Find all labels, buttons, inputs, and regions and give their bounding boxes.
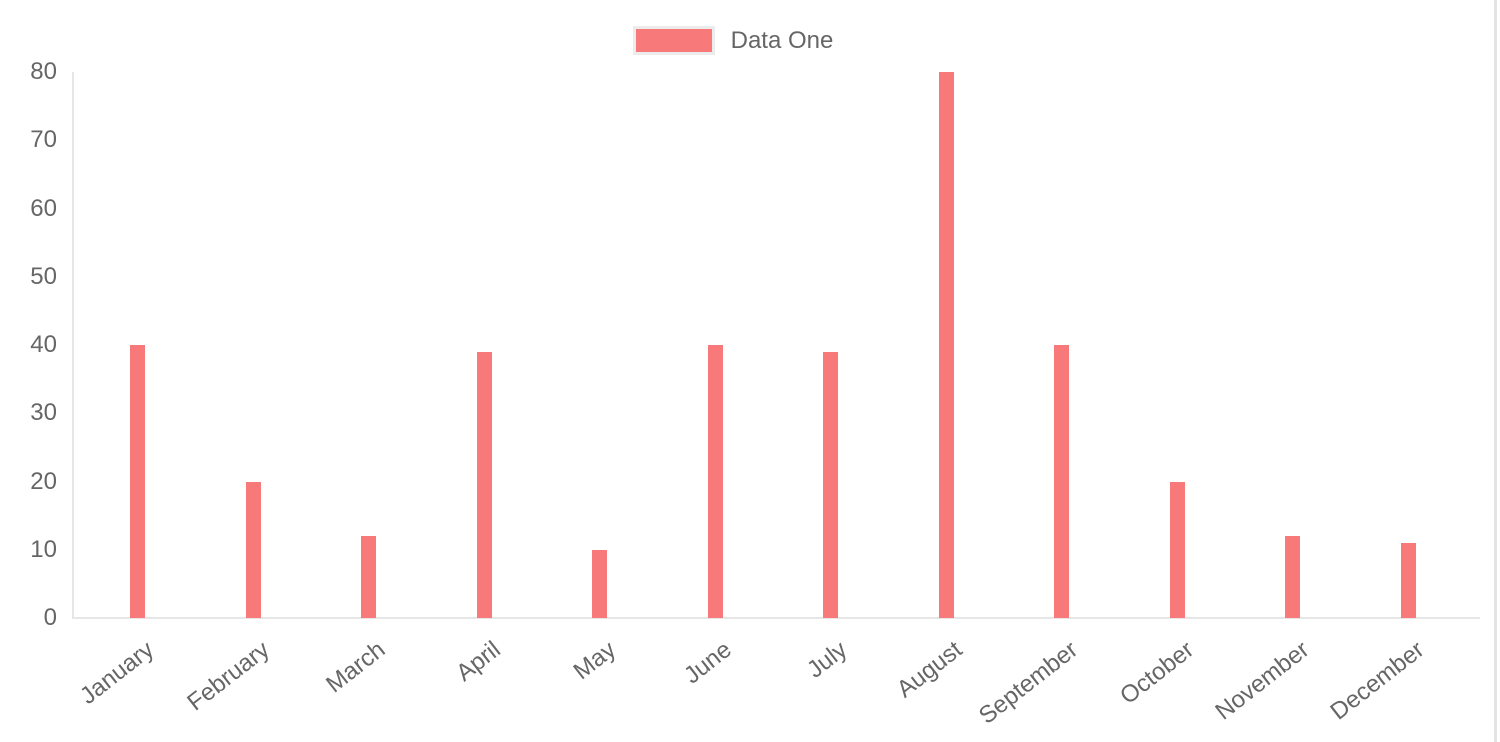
x-tick-label-august: August (892, 636, 968, 704)
x-tick-label-april: April (451, 636, 506, 687)
x-tick-label-february: February (182, 636, 275, 717)
bar-may[interactable] (592, 549, 607, 618)
y-tick-label-0: 0 (43, 604, 57, 631)
bar-november[interactable] (1285, 536, 1300, 618)
x-tick-label-september: September (973, 636, 1084, 730)
y-tick-label-50: 50 (30, 262, 57, 290)
y-tick-label-70: 70 (30, 126, 57, 154)
bar-march[interactable] (361, 536, 376, 618)
bar-december[interactable] (1400, 542, 1416, 618)
x-tick-label-july: July (801, 636, 853, 684)
y-tick-label-30: 30 (30, 399, 57, 427)
y-tick-label-60: 60 (30, 194, 57, 222)
bar-february[interactable] (245, 481, 261, 618)
y-tick-label-80: 80 (30, 58, 57, 85)
bar-september[interactable] (1054, 345, 1069, 618)
bar-july[interactable] (823, 351, 838, 618)
bar-august[interactable] (938, 72, 954, 618)
x-tick-label-december: December (1325, 636, 1430, 726)
x-tick-label-march: March (320, 636, 391, 699)
page-right-border (1494, 0, 1497, 742)
legend-item-data-one[interactable]: Data One (632, 26, 834, 55)
x-tick-label-may: May (568, 636, 622, 686)
legend-swatch (632, 26, 715, 55)
legend-label: Data One (730, 27, 834, 54)
bar-october[interactable] (1169, 481, 1185, 618)
x-axis-line (72, 617, 1480, 619)
x-tick-label-january: January (75, 636, 160, 710)
x-tick-label-october: October (1114, 636, 1199, 710)
y-tick-label-40: 40 (30, 331, 57, 358)
y-tick-label-20: 20 (30, 467, 57, 495)
bar-january[interactable] (130, 345, 145, 618)
y-axis-line (72, 72, 74, 619)
x-tick-label-november: November (1210, 636, 1315, 726)
chart-legend: Data One (0, 26, 1466, 55)
bar-april[interactable] (476, 351, 492, 618)
x-tick-label-june: June (678, 636, 737, 690)
y-tick-label-10: 10 (30, 535, 57, 563)
bar-june[interactable] (707, 345, 723, 618)
